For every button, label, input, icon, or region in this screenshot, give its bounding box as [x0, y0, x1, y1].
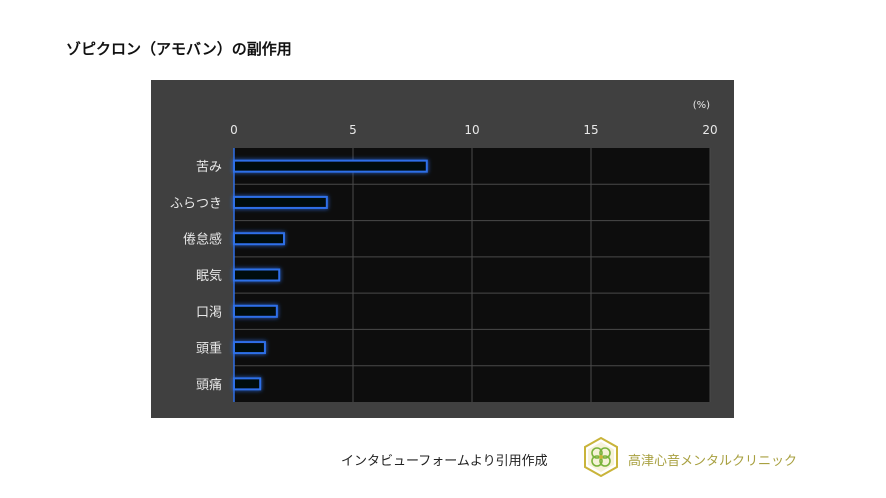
bar	[233, 232, 285, 246]
bar	[233, 159, 428, 173]
unit-label: (%)	[693, 100, 710, 111]
x-tick-label: 5	[349, 123, 357, 137]
category-label: 倦怠感	[183, 232, 222, 248]
chart-panel: 0 5 10 15 20 (%) 苦みふらつき倦怠感眠気口渇頭重頭痛	[151, 80, 734, 418]
clover-hexagon-logo-icon	[584, 437, 618, 477]
category-label: 頭痛	[196, 377, 222, 393]
bar	[233, 268, 281, 282]
category-label: 眠気	[196, 268, 222, 284]
category-label: ふらつき	[170, 196, 222, 211]
x-tick-label: 10	[464, 123, 479, 137]
bar	[233, 195, 328, 209]
bar	[233, 304, 278, 318]
category-label: 苦み	[196, 159, 222, 175]
page-title: ゾピクロン（アモバン）の副作用	[66, 40, 292, 58]
source-citation: インタビューフォームより引用作成	[341, 454, 548, 469]
x-tick-label: 15	[583, 123, 598, 137]
clinic-name: 高津心音メンタルクリニック	[628, 454, 798, 469]
category-label: 口渇	[196, 304, 222, 320]
bar	[233, 377, 262, 391]
category-label: 頭重	[196, 341, 222, 357]
x-tick-label: 20	[702, 123, 717, 137]
bar	[233, 341, 266, 355]
x-tick-label: 0	[230, 123, 238, 137]
